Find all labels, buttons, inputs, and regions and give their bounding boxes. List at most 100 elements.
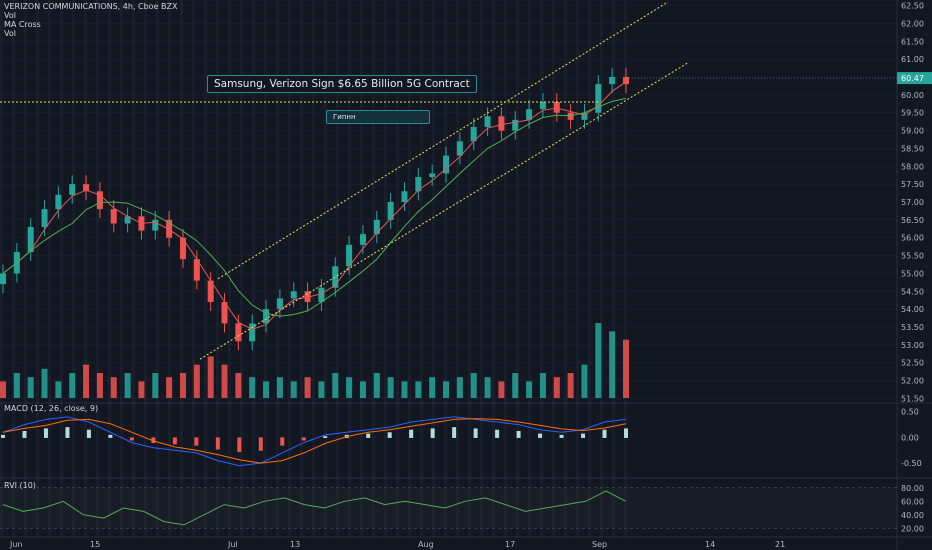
candle-body (429, 173, 436, 177)
macd-histogram-bar (387, 432, 392, 438)
candle-body (443, 155, 450, 174)
volume-bar (470, 373, 477, 398)
session-stripe (36, 0, 39, 537)
macd-histogram-bar (409, 429, 414, 438)
session-stripe (540, 0, 543, 537)
session-stripe (552, 0, 555, 537)
x-tick-label: 15 (90, 540, 100, 549)
session-stripe (180, 0, 183, 537)
session-stripe (264, 0, 267, 537)
legend-ma-cross[interactable]: MA Cross (4, 20, 41, 29)
candle-body (27, 227, 34, 252)
y-tick-label: 62.50 (901, 2, 924, 11)
candle-body (152, 219, 159, 231)
macd-legend[interactable]: MACD (12, 26, close, 9) (4, 404, 99, 413)
macd-histogram-bar (430, 428, 435, 438)
session-stripe (468, 0, 471, 537)
session-stripe (456, 0, 459, 537)
candle-body (512, 119, 519, 131)
session-stripe (360, 0, 363, 537)
legend-vol-1[interactable]: Vol (4, 11, 16, 20)
session-stripe (288, 0, 291, 537)
macd-line (2, 416, 627, 467)
candle-body (276, 298, 283, 310)
rvi-tick-label: 20.00 (901, 524, 924, 533)
candle-body (623, 77, 629, 85)
note-callout[interactable]: Гипнн (326, 110, 430, 124)
volume-bar (41, 368, 48, 398)
volume-bar (249, 377, 256, 398)
volume-bar (179, 373, 186, 398)
rvi-legend[interactable]: RVI (10) (4, 481, 36, 490)
y-tick-label: 54.50 (901, 287, 924, 296)
session-stripe (48, 0, 51, 537)
candle-body (567, 112, 574, 120)
y-tick-label: 61.50 (901, 37, 924, 46)
volume-bar (581, 364, 588, 398)
candle-body (193, 259, 200, 281)
volume-bar (318, 381, 325, 398)
session-stripe (420, 0, 423, 537)
session-stripe (60, 0, 63, 537)
candle-body (359, 234, 366, 245)
headline-callout[interactable]: Samsung, Verizon Sign $6.65 Billion 5G C… (207, 75, 477, 93)
y-tick-label: 54.00 (901, 305, 924, 314)
volume-bar (359, 381, 366, 398)
candle-body (69, 184, 76, 195)
macd-histogram-bar (258, 437, 263, 451)
session-stripe (120, 0, 123, 537)
session-stripe (96, 0, 99, 537)
volume-bar (221, 364, 228, 398)
candle-body (387, 202, 394, 220)
y-tick-label: 57.50 (901, 180, 924, 189)
volume-bar (83, 364, 90, 398)
session-stripe (504, 0, 507, 537)
session-stripe (612, 0, 615, 537)
macd-histogram-bar (323, 436, 328, 438)
x-tick-label: Sep (592, 540, 607, 549)
session-stripe (84, 0, 87, 537)
session-stripe (168, 0, 171, 537)
session-stripe (444, 0, 447, 537)
volume-bar (498, 381, 505, 398)
volume-bar (304, 377, 311, 398)
volume-bar (96, 373, 103, 398)
candle-body (55, 194, 62, 210)
y-tick-label: 53.50 (901, 323, 924, 332)
x-tick-label: 13 (290, 540, 300, 549)
volume-bar (110, 377, 117, 398)
y-tick-label: 59.50 (901, 109, 924, 118)
ma-fast-line (2, 81, 627, 330)
volume-bar (13, 373, 20, 398)
session-stripe (492, 0, 495, 537)
x-tick-label: Aug (418, 540, 434, 549)
volume-bar (623, 339, 629, 398)
macd-histogram-bar (215, 437, 220, 450)
candle-body (0, 273, 6, 285)
macd-histogram-bar (1, 434, 5, 438)
y-tick-label: 55.50 (901, 252, 924, 261)
macd-tick-label: 0.00 (901, 433, 919, 442)
volume-bar (484, 377, 491, 398)
session-stripe (432, 0, 435, 537)
session-stripe (132, 0, 135, 537)
candle-body (346, 244, 353, 267)
volume-bar (553, 377, 560, 398)
session-stripe (228, 0, 231, 537)
x-tick-label: 17 (505, 540, 515, 549)
y-tick-label: 58.50 (901, 144, 924, 153)
session-stripe (396, 0, 399, 537)
macd-histogram-bar (280, 437, 285, 446)
macd-histogram-bar (22, 431, 27, 438)
session-stripe (192, 0, 195, 537)
candle-body (526, 109, 533, 120)
legend-vol-2[interactable]: Vol (4, 29, 16, 38)
x-tick-label: Jun (9, 540, 23, 549)
session-stripe (408, 0, 411, 537)
x-tick-label: 14 (705, 540, 715, 549)
candle-body (373, 219, 380, 235)
y-tick-label: 53.00 (901, 341, 924, 350)
macd-histogram-bar (65, 427, 70, 438)
volume-bar (27, 377, 34, 398)
